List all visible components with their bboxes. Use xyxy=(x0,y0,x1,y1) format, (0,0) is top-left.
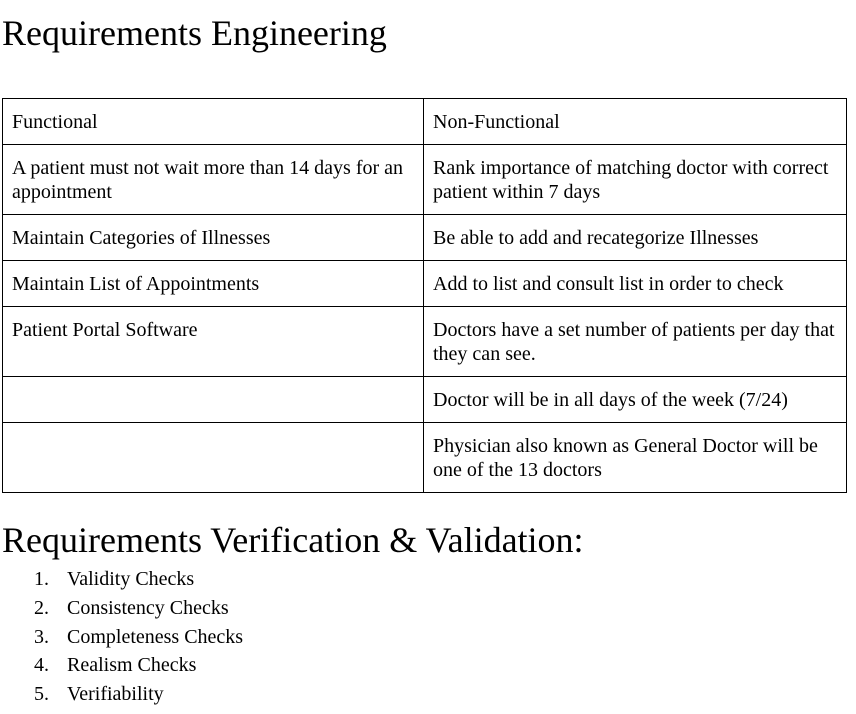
non-functional-cell: Add to list and consult list in order to… xyxy=(423,260,847,307)
list-item-text: Verifiability xyxy=(67,683,164,705)
functional-cell: Maintain List of Appointments xyxy=(2,260,424,307)
functional-cell: Maintain Categories of Illnesses xyxy=(2,214,424,261)
non-functional-cell: Be able to add and recategorize Illnesse… xyxy=(423,214,847,261)
non-functional-cell: Doctors have a set number of patients pe… xyxy=(423,306,847,377)
table-row: Patient Portal Software Doctors have a s… xyxy=(2,306,847,377)
table-row: A patient must not wait more than 14 day… xyxy=(2,144,847,215)
header-non-functional: Non-Functional xyxy=(423,98,847,145)
table-row: Doctor will be in all days of the week (… xyxy=(2,376,847,423)
list-item-number: 5. xyxy=(34,683,49,705)
non-functional-cell: Doctor will be in all days of the week (… xyxy=(423,376,847,423)
table-row: Physician also known as General Doctor w… xyxy=(2,422,847,493)
table-row: Maintain Categories of Illnesses Be able… xyxy=(2,214,847,261)
list-item-text: Consistency Checks xyxy=(67,596,229,619)
verification-title: Requirements Verification & Validation: xyxy=(2,520,584,560)
list-item-text: Validity Checks xyxy=(67,568,195,590)
non-functional-cell: Physician also known as General Doctor w… xyxy=(423,422,847,493)
functional-cell: Patient Portal Software xyxy=(2,306,424,377)
list-item-number: 3. xyxy=(34,625,49,648)
requirements-table: Functional Non-Functional A patient must… xyxy=(2,98,847,493)
functional-cell xyxy=(2,422,424,493)
table-row: Maintain List of Appointments Add to lis… xyxy=(2,260,847,307)
header-functional: Functional xyxy=(2,98,424,145)
list-item-number: 2. xyxy=(34,596,49,619)
list-item-number: 4. xyxy=(34,654,49,677)
table-header-row: Functional Non-Functional xyxy=(2,98,847,145)
non-functional-cell: Rank importance of matching doctor with … xyxy=(423,144,847,215)
list-item-number: 1. xyxy=(34,568,49,590)
page-title: Requirements Engineering xyxy=(2,13,387,53)
list-item-text: Completeness Checks xyxy=(67,625,244,648)
functional-cell: A patient must not wait more than 14 day… xyxy=(2,144,424,215)
list-item-text: Realism Checks xyxy=(67,654,197,677)
functional-cell xyxy=(2,376,424,423)
